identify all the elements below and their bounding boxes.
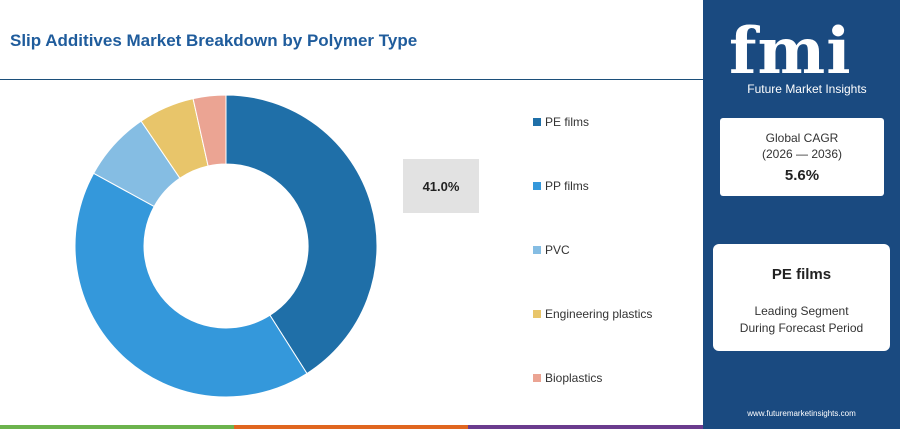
brand-sidebar: fmi Future Market Insights Global CAGR (… bbox=[703, 0, 900, 429]
legend-swatch bbox=[533, 182, 541, 190]
donut-slice-pe-films bbox=[225, 94, 378, 375]
leading-segment-caption: Leading Segment During Forecast Period bbox=[713, 303, 890, 337]
legend-label: PP films bbox=[545, 179, 589, 193]
leading-segment-line2: During Forecast Period bbox=[739, 321, 864, 335]
legend-swatch bbox=[533, 118, 541, 126]
leading-segment-line1: Leading Segment bbox=[754, 304, 849, 318]
value-callout: 41.0% bbox=[403, 159, 479, 213]
leading-segment-name: PE films bbox=[771, 266, 832, 283]
footer-stripe-purple bbox=[468, 425, 703, 429]
footer-stripe-green bbox=[0, 425, 234, 429]
legend-label: PVC bbox=[545, 243, 570, 257]
legend-label: Engineering plastics bbox=[545, 307, 653, 321]
cagr-value: 5.6% bbox=[784, 167, 820, 184]
value-callout-text: 41.0% bbox=[422, 178, 460, 194]
legend-item-bioplastics: Bioplastics bbox=[533, 371, 602, 385]
fmi-logo: fmi Future Market Insights bbox=[723, 12, 893, 100]
cagr-card: Global CAGR (2026 — 2036) 5.6% bbox=[720, 118, 884, 196]
legend-label: PE films bbox=[545, 115, 590, 129]
legend-item-pp-films: PP films bbox=[533, 179, 589, 193]
leading-segment-card: PE films Leading Segment During Forecast… bbox=[713, 244, 890, 351]
chart-title: Slip Additives Market Breakdown by Polym… bbox=[10, 31, 418, 50]
legend-item-pe-films: PE films bbox=[533, 115, 589, 129]
cagr-label: Global CAGR bbox=[765, 131, 839, 145]
donut-slice-pp-films bbox=[74, 172, 308, 398]
cagr-period: (2026 — 2036) bbox=[761, 147, 843, 161]
legend-item-pvc: PVC bbox=[533, 243, 570, 257]
legend-item-engineering-plastics: Engineering plastics bbox=[533, 307, 652, 321]
chart-panel: Slip Additives Market Breakdown by Polym… bbox=[0, 31, 703, 429]
legend-label: Bioplastics bbox=[545, 371, 603, 385]
legend-swatch bbox=[533, 310, 541, 318]
legend-swatch bbox=[533, 374, 541, 382]
donut-slice-bioplastics bbox=[192, 94, 227, 167]
logo-wordmark: fmi bbox=[729, 14, 852, 89]
title-divider bbox=[0, 79, 703, 80]
logo-tagline: Future Market Insights bbox=[747, 82, 867, 96]
donut-chart bbox=[74, 94, 378, 398]
footer-stripe-orange bbox=[234, 425, 468, 429]
website-url[interactable]: www.futuremarketinsights.com bbox=[747, 409, 856, 418]
legend-swatch bbox=[533, 246, 541, 254]
